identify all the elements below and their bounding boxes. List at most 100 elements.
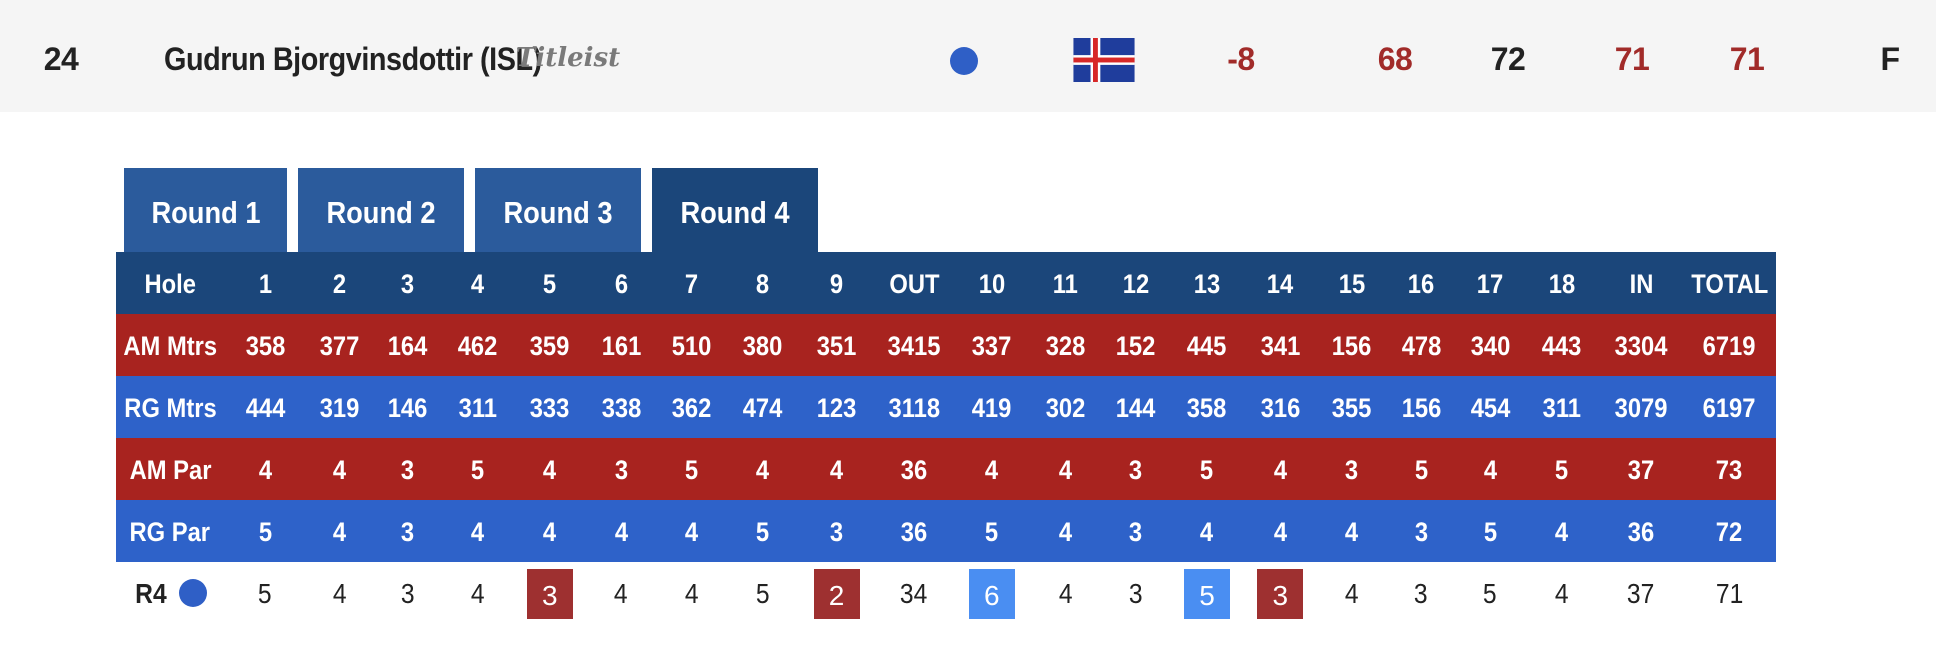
cell-text: 4	[543, 455, 557, 485]
scorecard-row: RG Mtrs 444 319 146 311 333 338 362 474 123 3118 41…	[116, 376, 1776, 438]
score-cell: 4	[586, 562, 657, 624]
player-name[interactable]: Gudrun Bjorgvinsdottir (ISL)	[164, 41, 542, 77]
score-cell: 37	[1599, 562, 1683, 624]
tab-round-1[interactable]: Round 1	[124, 168, 287, 252]
cell-text: 445	[1187, 331, 1227, 361]
score-cell: 4	[306, 500, 374, 562]
score-cell: 17	[1456, 252, 1526, 314]
tab-round-3[interactable]: Round 3	[475, 168, 641, 252]
score-cell: 156	[1317, 314, 1387, 376]
player-thru: F	[1880, 41, 1900, 77]
tab-label: Round 4	[680, 195, 790, 230]
cell-text: 5	[1200, 455, 1214, 485]
cell-text: 316	[1260, 393, 1301, 423]
round-1-score: 68	[1377, 41, 1413, 77]
score-cell: 380	[727, 314, 799, 376]
score-cell: 36	[1599, 500, 1683, 562]
score-cell: 73	[1683, 438, 1776, 500]
cell-text: 358	[1187, 393, 1227, 423]
cell-text: 4	[332, 578, 347, 609]
score-cell: 3	[374, 562, 443, 624]
score-cell: 4	[514, 500, 587, 562]
score-cell: 4	[1525, 500, 1599, 562]
score-cell: 4	[1456, 438, 1526, 500]
tab-round-4[interactable]: Round 4	[652, 168, 818, 252]
cell-text: 146	[387, 393, 428, 423]
score-cell: 8	[727, 252, 799, 314]
score-cell: 4	[1030, 500, 1101, 562]
cell-text: 4	[1345, 578, 1359, 609]
score-cell: 5	[727, 562, 799, 624]
scorecard-round-score-row: R4 5 4 3 4 3 4 4 5 2 34 6 4 3 5 3 4 3 5 4 37 71	[116, 562, 1776, 624]
cell-text: 337	[971, 331, 1012, 361]
cell-text: 444	[245, 393, 286, 423]
cell-text: 380	[742, 331, 783, 361]
cell-text: 1	[258, 269, 272, 299]
score-cell: 72	[1683, 500, 1776, 562]
score-cell: 36	[875, 438, 954, 500]
cell-text: 362	[671, 393, 712, 423]
score-cell: 152	[1101, 314, 1171, 376]
cell-text: 4	[985, 455, 999, 485]
score-cell: 144	[1101, 376, 1171, 438]
scorecard-table: Hole 1 2 3 4 5 6 7 8 9 OUT 10 11 12 13 14 15 16 17 18 IN TOTA…	[116, 252, 1776, 624]
cell-text: 3	[829, 517, 844, 547]
cell-text: 5	[1483, 517, 1497, 547]
cell-text: 3118	[888, 393, 940, 423]
cell-text: 164	[387, 331, 428, 361]
score-cell: 6719	[1683, 314, 1776, 376]
cell-text: 9	[829, 269, 844, 299]
score-cell: 3	[374, 438, 443, 500]
cell-text: 7	[684, 269, 699, 299]
score-cell: 351	[799, 314, 875, 376]
cell-text: 18	[1548, 269, 1576, 299]
cell-text: 4	[1555, 517, 1569, 547]
score-cell: 444	[225, 376, 307, 438]
score-cell: 454	[1456, 376, 1526, 438]
cell-text: 328	[1045, 331, 1086, 361]
score-cell: 156	[1387, 376, 1456, 438]
cell-text: RG Mtrs	[124, 393, 217, 423]
cell-text: 4	[1273, 517, 1287, 547]
cell-text: 5	[471, 455, 485, 485]
score-cell: 5	[514, 252, 587, 314]
score-cell: 4	[954, 438, 1031, 500]
tab-round-2[interactable]: Round 2	[298, 168, 464, 252]
score-cell: 4	[514, 438, 587, 500]
cell-text: 3	[1414, 578, 1429, 609]
cell-text: 5	[985, 517, 999, 547]
cell-text: 3	[1128, 578, 1143, 609]
score-cell: 340	[1456, 314, 1526, 376]
cell-text: 333	[529, 393, 570, 423]
tab-label: Round 3	[503, 195, 613, 230]
score-cell: 3118	[875, 376, 954, 438]
over-par-marker: 2	[813, 569, 860, 619]
cell-text: IN	[1629, 269, 1653, 299]
over-par-marker: 3	[1257, 569, 1304, 619]
cell-text: 443	[1542, 331, 1582, 361]
score-cell: 11	[1030, 252, 1101, 314]
cell-text: 13	[1193, 269, 1221, 299]
cell-text: 72	[1716, 517, 1743, 547]
cell-text: 11	[1052, 269, 1079, 299]
score-cell: 6	[954, 562, 1031, 624]
player-row[interactable]: 24 Gudrun Bjorgvinsdottir (ISL) Titleist…	[0, 0, 1936, 112]
cell-text: 152	[1115, 331, 1156, 361]
score-cell: 3304	[1599, 314, 1683, 376]
score-cell: 4	[442, 500, 514, 562]
cell-text: 454	[1470, 393, 1511, 423]
cell-text: 6197	[1703, 393, 1756, 423]
cell-text: 4	[614, 517, 628, 547]
score-cell: IN	[1599, 252, 1683, 314]
score-cell: 4	[657, 562, 727, 624]
cell-text: RG Par	[129, 517, 211, 547]
cell-text: 5	[755, 578, 770, 609]
cell-text: 4	[1345, 517, 1359, 547]
row-label: Hole	[116, 252, 225, 314]
cell-text: 3	[400, 578, 415, 609]
score-cell: 2	[799, 562, 875, 624]
score-cell: 4	[442, 562, 514, 624]
cell-text: 355	[1332, 393, 1372, 423]
score-cell: 16	[1387, 252, 1456, 314]
score-cell: 9	[799, 252, 875, 314]
